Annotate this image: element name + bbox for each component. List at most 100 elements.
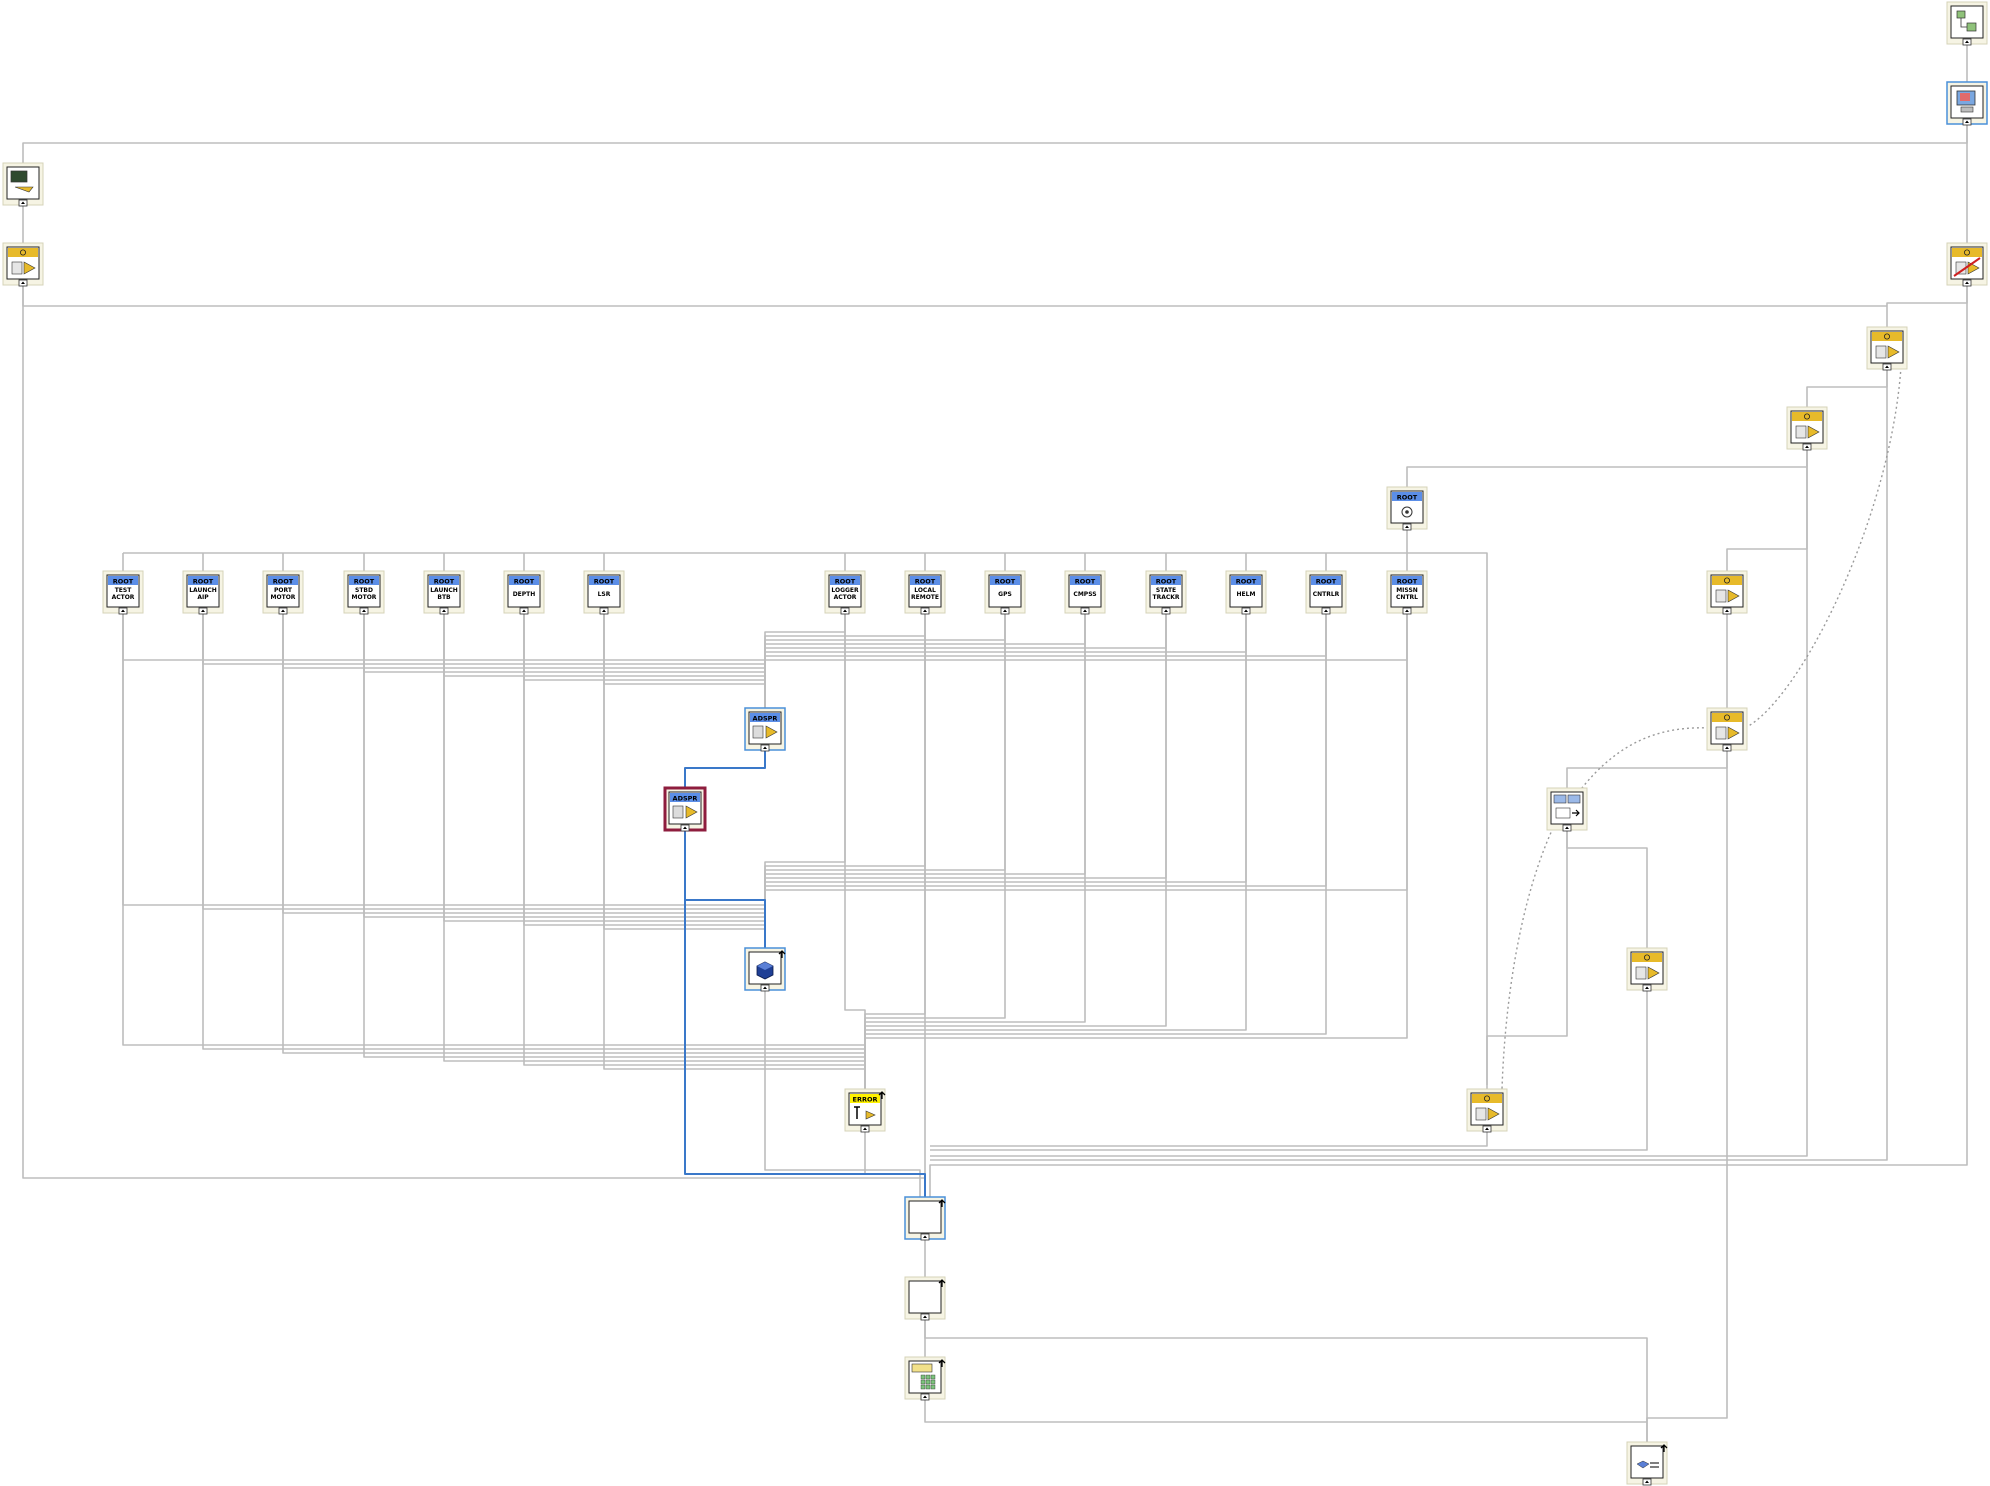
error-handler-icon: ERROR: [848, 1091, 886, 1126]
class-vi-icon: [1630, 1444, 1668, 1479]
node-adspr-method[interactable]: ADSPR: [663, 786, 707, 832]
root-icon: ROOT HELM: [1229, 574, 1263, 608]
node-gps[interactable]: ROOT GPS: [984, 570, 1026, 615]
node-sublabel: LSR: [598, 591, 611, 598]
node-root-hub[interactable]: ROOT: [1386, 486, 1428, 531]
actor-error-icon: [1630, 951, 1664, 985]
node-actor-window[interactable]: [1866, 326, 1908, 371]
node-sublabel: HELM: [1237, 591, 1256, 598]
node-label: ROOT: [995, 578, 1016, 586]
connector-wire: [123, 552, 1488, 1085]
node-actor-message[interactable]: [1706, 707, 1748, 752]
node-sublabel: ACTOR: [834, 594, 857, 601]
connector-wire: [1566, 748, 1728, 788]
node-message-send[interactable]: [1546, 787, 1588, 832]
dynamic-wire: [1501, 827, 1554, 1090]
root-icon: ROOT CMPSS: [1068, 574, 1102, 608]
connector-wire: [1886, 283, 1968, 327]
node-actor-gear-right[interactable]: [1706, 570, 1748, 615]
connector-wire: [764, 611, 846, 948]
node-label: ROOT: [273, 578, 294, 586]
adspr-class-icon: ADSPR: [748, 711, 782, 745]
node-cmpss[interactable]: ROOT CMPSS: [1064, 570, 1106, 615]
node-lsr[interactable]: ROOT LSR: [583, 570, 625, 615]
node-sublabel: CNTRL: [1396, 594, 1418, 601]
message-send-icon: [1550, 791, 1584, 825]
connector-wire: [22, 283, 926, 1197]
connector-wire: [764, 611, 1006, 948]
node-label: ROOT: [193, 578, 214, 586]
node-cntrlr[interactable]: ROOT CNTRLR: [1305, 570, 1347, 615]
node-label: ROOT: [1075, 578, 1096, 586]
root-gear-icon: ROOT: [1390, 490, 1424, 524]
connector-wire: [924, 1397, 1647, 1423]
connector-wires: [22, 40, 1968, 1442]
connector-wire: [864, 611, 1006, 1089]
node-blank-b[interactable]: [904, 1276, 946, 1321]
connector-wire: [282, 611, 866, 1089]
node-sublabel: ACTOR: [112, 594, 135, 601]
node-class-vi[interactable]: [1626, 1441, 1668, 1486]
node-sublabel: PORT: [274, 587, 293, 594]
node-cube[interactable]: [744, 947, 786, 992]
connector-wire: [930, 367, 1888, 1161]
connector-wire: [844, 611, 866, 1089]
node-label: ROOT: [835, 578, 856, 586]
node-gear[interactable]: [1786, 406, 1828, 451]
node-adspr-class[interactable]: ADSPR: [744, 707, 786, 752]
connector-wire: [523, 611, 766, 948]
connector-wire: [930, 1129, 1488, 1147]
node-label: ROOT: [514, 578, 535, 586]
node-blank-a[interactable]: [904, 1196, 946, 1241]
connector-wire: [684, 828, 766, 948]
hierarchy-document-icon: [1950, 5, 1984, 39]
node-label: ROOT: [1397, 578, 1418, 586]
connector-wire: [1486, 828, 1568, 1089]
node-computer[interactable]: [1946, 81, 1988, 126]
blank-icon: [908, 1279, 946, 1314]
blank-icon: [908, 1199, 946, 1234]
node-actor-broken[interactable]: [1946, 242, 1988, 287]
adspr-method-icon: ADSPR: [668, 791, 702, 825]
node-label: ROOT: [915, 578, 936, 586]
node-label: ROOT: [1397, 494, 1418, 502]
node-error-handler[interactable]: ERROR: [844, 1088, 886, 1133]
connector-wire: [764, 988, 921, 1197]
node-sublabel: REMOTE: [911, 594, 939, 601]
connector-wire: [684, 748, 766, 788]
node-actor-core[interactable]: [2, 242, 44, 287]
connector-wire: [443, 611, 866, 1089]
computer-icon: [1950, 85, 1984, 119]
connector-wire: [930, 447, 1808, 1157]
connector-wire: [363, 611, 766, 948]
gear-icon: [1790, 410, 1824, 444]
node-helm[interactable]: ROOT HELM: [1225, 570, 1267, 615]
actor-message-icon: [1710, 711, 1744, 745]
node-actor-launch[interactable]: [1466, 1088, 1508, 1133]
dynamic-wire: [1744, 366, 1902, 729]
node-table[interactable]: [904, 1356, 946, 1401]
node-launcher[interactable]: [2, 162, 44, 207]
actor-gear-icon: [1710, 574, 1744, 608]
root-icon: ROOT CNTRLR: [1309, 574, 1343, 608]
connector-wire: [603, 611, 866, 1089]
node-depth[interactable]: ROOT DEPTH: [503, 570, 545, 615]
node-top-vi[interactable]: [1946, 1, 1988, 46]
connector-wire: [764, 611, 1408, 708]
connector-wire: [929, 283, 1968, 1197]
node-actor-error[interactable]: [1626, 947, 1668, 992]
